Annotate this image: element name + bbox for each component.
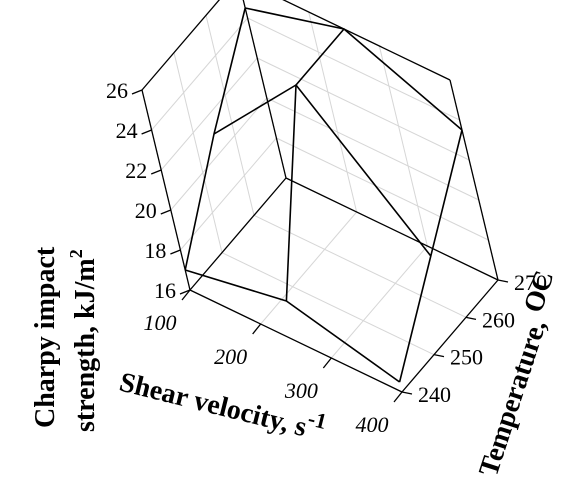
z-tick-2 <box>160 209 172 215</box>
z-axis-line <box>141 89 191 291</box>
z-tick-0 <box>179 289 191 295</box>
left-wall-grid-z-4 <box>151 17 248 131</box>
floor-grid-x-2 <box>330 245 428 359</box>
z-axis-label-line2: strength, kJ/m2 <box>66 249 101 432</box>
back-wall-grid-z-1 <box>276 137 489 241</box>
x-tick-3 <box>393 391 403 403</box>
left-wall-grid-z-5 <box>141 0 220 91</box>
left-wall-grid-y-1 <box>173 52 223 253</box>
z-tick-4 <box>141 129 152 135</box>
y-tick-0 <box>401 391 413 395</box>
z-axis-label-line2-group: strength, kJ/m2 <box>66 249 101 432</box>
y-axis-label-text: Temperature, <box>473 309 555 480</box>
z-tick-1 <box>170 249 181 255</box>
y-tick-label-2: 260 <box>482 307 515 332</box>
left-wall-grid-y-2 <box>205 15 255 216</box>
grid-layer <box>141 0 499 393</box>
back-right-edge <box>449 79 499 281</box>
left-wall-grid-z-1 <box>180 137 277 251</box>
y-axis-line <box>401 279 499 393</box>
floor-back-edge <box>285 177 499 281</box>
x-tick-1 <box>252 323 262 335</box>
y-tick-label-3: 270 <box>514 270 547 295</box>
z-tick-label-4: 24 <box>116 118 138 143</box>
mesh-line-temperature-0 <box>184 269 401 383</box>
back-wall-grid-x-1 <box>308 11 358 213</box>
y-tick-label-1: 250 <box>450 345 483 370</box>
left-wall-grid-z-3 <box>160 57 258 171</box>
back-wall-grid-x-2 <box>378 45 428 247</box>
back-wall-grid-x-0 <box>242 0 287 179</box>
mesh-line-temperature-2 <box>245 7 463 131</box>
y-tick-2 <box>465 316 477 320</box>
tick-layer: 16 18 20 22 24 26 100 200 300 400 240 250 260 270 <box>106 78 547 437</box>
back-left-edge <box>242 0 287 179</box>
z-axis-label-sup: 2 <box>66 249 86 258</box>
x-axis-label-group: Shear velocity, s-1 <box>116 359 329 448</box>
z-tick-label-0: 16 <box>154 278 176 303</box>
axis-frame <box>141 0 499 393</box>
back-top-edge <box>282 0 451 81</box>
left-wall-grid-y-3 <box>242 0 287 179</box>
x-tick-0 <box>181 289 191 301</box>
surface-mesh <box>184 7 463 383</box>
x-tick-label-1: 200 <box>214 344 247 369</box>
x-tick-label-2: 300 <box>284 378 318 403</box>
back-wall-grid-z-3 <box>256 57 470 161</box>
z-axis-label-line1: Charpy impact <box>30 246 61 428</box>
x-tick-2 <box>322 357 332 369</box>
floor-grid-x-1 <box>260 211 358 325</box>
x-axis-label-text: Shear velocity, s <box>116 367 309 443</box>
z-tick-label-5: 26 <box>106 78 128 103</box>
z-axis-label-text: strength, kJ/m <box>70 258 101 432</box>
z-tick-label-2: 20 <box>135 198 157 223</box>
y-tick-1 <box>433 354 445 358</box>
x-axis-line <box>189 289 403 393</box>
z-tick-3 <box>150 169 162 175</box>
x-tick-label-0: 100 <box>144 310 177 335</box>
y-tick-label-0: 240 <box>418 382 451 407</box>
back-wall-grid-z-5 <box>282 0 451 81</box>
mesh-line-temperature-1 <box>213 84 432 257</box>
floor-left-edge <box>189 177 287 291</box>
y-tick-3 <box>497 279 509 283</box>
z-tick-label-1: 18 <box>144 238 166 263</box>
z-tick-5 <box>131 89 143 95</box>
left-wall-grid-z-2 <box>170 97 268 211</box>
mesh-line-velocity-0 <box>184 7 246 271</box>
back-wall-grid-z-4 <box>247 17 460 121</box>
x-tick-label-3: 400 <box>356 412 389 437</box>
left-top-edge <box>141 0 220 91</box>
x-axis-label: Shear velocity, s-1 <box>116 359 329 448</box>
x-axis-label-sup: -1 <box>306 405 330 434</box>
floor-grid-y-2 <box>253 214 467 318</box>
z-tick-label-3: 22 <box>125 158 147 183</box>
floor-grid-y-1 <box>221 252 435 356</box>
back-wall-grid-z-2 <box>266 97 480 201</box>
